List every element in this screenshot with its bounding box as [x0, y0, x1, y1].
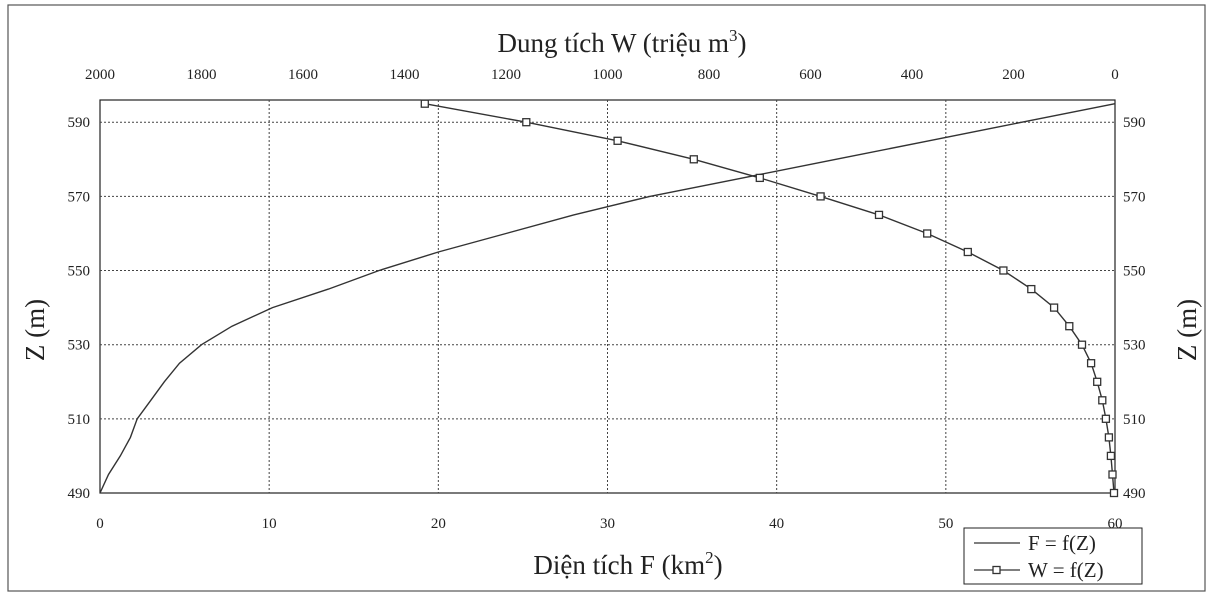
- series-w-marker: [1077, 340, 1087, 349]
- series-w-marker: [1049, 303, 1059, 312]
- series-w-marker: [1106, 451, 1116, 461]
- x-top-tick-label: 1800: [187, 67, 217, 83]
- legend-f-label: F = f(Z): [1028, 531, 1096, 555]
- x-bottom-tick-label: 40: [769, 516, 784, 532]
- y-right-tick-label: 530: [1123, 338, 1146, 354]
- x-top-tick-label: 400: [901, 67, 924, 83]
- series-w-marker: [874, 210, 884, 220]
- left-axis-title: Z (m): [20, 299, 50, 361]
- x-bottom-tick-label: 20: [431, 516, 446, 532]
- series-w-marker: [1027, 284, 1036, 294]
- series-w-marker: [755, 173, 764, 183]
- grid: [100, 100, 1115, 493]
- series-w-marker: [1109, 488, 1119, 498]
- series-w-marker: [1108, 470, 1117, 479]
- series-w-marker: [1065, 322, 1074, 331]
- x-top-tick-label: 200: [1002, 67, 1025, 83]
- x-bottom-tick-label: 50: [938, 516, 953, 532]
- x-top-tick-label: 1400: [390, 67, 420, 83]
- x-top-tick-label: 800: [698, 67, 721, 83]
- legend-w-marker: [992, 565, 1001, 575]
- y-left-tick-label: 590: [68, 115, 91, 131]
- y-left-tick-label: 530: [68, 338, 91, 354]
- x-bottom-tick-label: 0: [96, 516, 104, 532]
- series-w-marker: [999, 266, 1008, 275]
- right-axis-title: Z (m): [1172, 299, 1202, 361]
- x-top-tick-label: 1000: [593, 67, 623, 83]
- legend-box: [963, 527, 1143, 585]
- series-w-marker: [613, 136, 622, 145]
- y-left-tick-label: 510: [68, 412, 91, 428]
- y-right-tick-label: 590: [1123, 115, 1146, 131]
- series-w-marker: [816, 192, 825, 201]
- series-line-w: [424, 103, 1115, 494]
- series-w-marker: [1098, 396, 1107, 405]
- series-w-marker: [1101, 414, 1111, 423]
- bottom-axis-title: Diện tích F (km2): [533, 548, 722, 580]
- series-line-f: [99, 103, 1116, 494]
- y-right-tick-label: 570: [1123, 189, 1146, 205]
- y-right-tick-label: 510: [1123, 412, 1146, 428]
- top-axis-title: Dung tích W (triệu m3): [498, 26, 747, 58]
- y-left-tick-label: 570: [68, 189, 91, 205]
- series-w-marker: [1093, 377, 1102, 386]
- legend-w-label: W = f(Z): [1028, 558, 1104, 582]
- series-w-marker: [1104, 433, 1114, 442]
- series-w-marker: [963, 247, 972, 257]
- x-top-tick-label: 600: [799, 67, 822, 83]
- y-left-tick-label: 490: [68, 486, 91, 502]
- x-bottom-tick-label: 30: [600, 516, 615, 532]
- y-right-tick-label: 550: [1123, 264, 1146, 280]
- x-bottom-tick-label: 10: [262, 516, 277, 532]
- x-top-tick-label: 1600: [288, 67, 318, 83]
- y-left-tick-label: 550: [68, 264, 91, 280]
- series-w-marker: [1086, 359, 1096, 368]
- x-top-tick-label: 0: [1111, 67, 1119, 83]
- x-top-tick-label: 1200: [491, 67, 521, 83]
- series-w-marker: [689, 155, 698, 164]
- x-top-tick-label: 2000: [85, 67, 115, 83]
- series-w-marker: [923, 229, 932, 238]
- series-w-marker: [522, 118, 531, 127]
- series-w-marker: [420, 99, 429, 108]
- y-right-tick-label: 490: [1123, 486, 1146, 502]
- legend: F = f(Z) W = f(Z): [963, 527, 1143, 585]
- series-layer: [99, 99, 1119, 498]
